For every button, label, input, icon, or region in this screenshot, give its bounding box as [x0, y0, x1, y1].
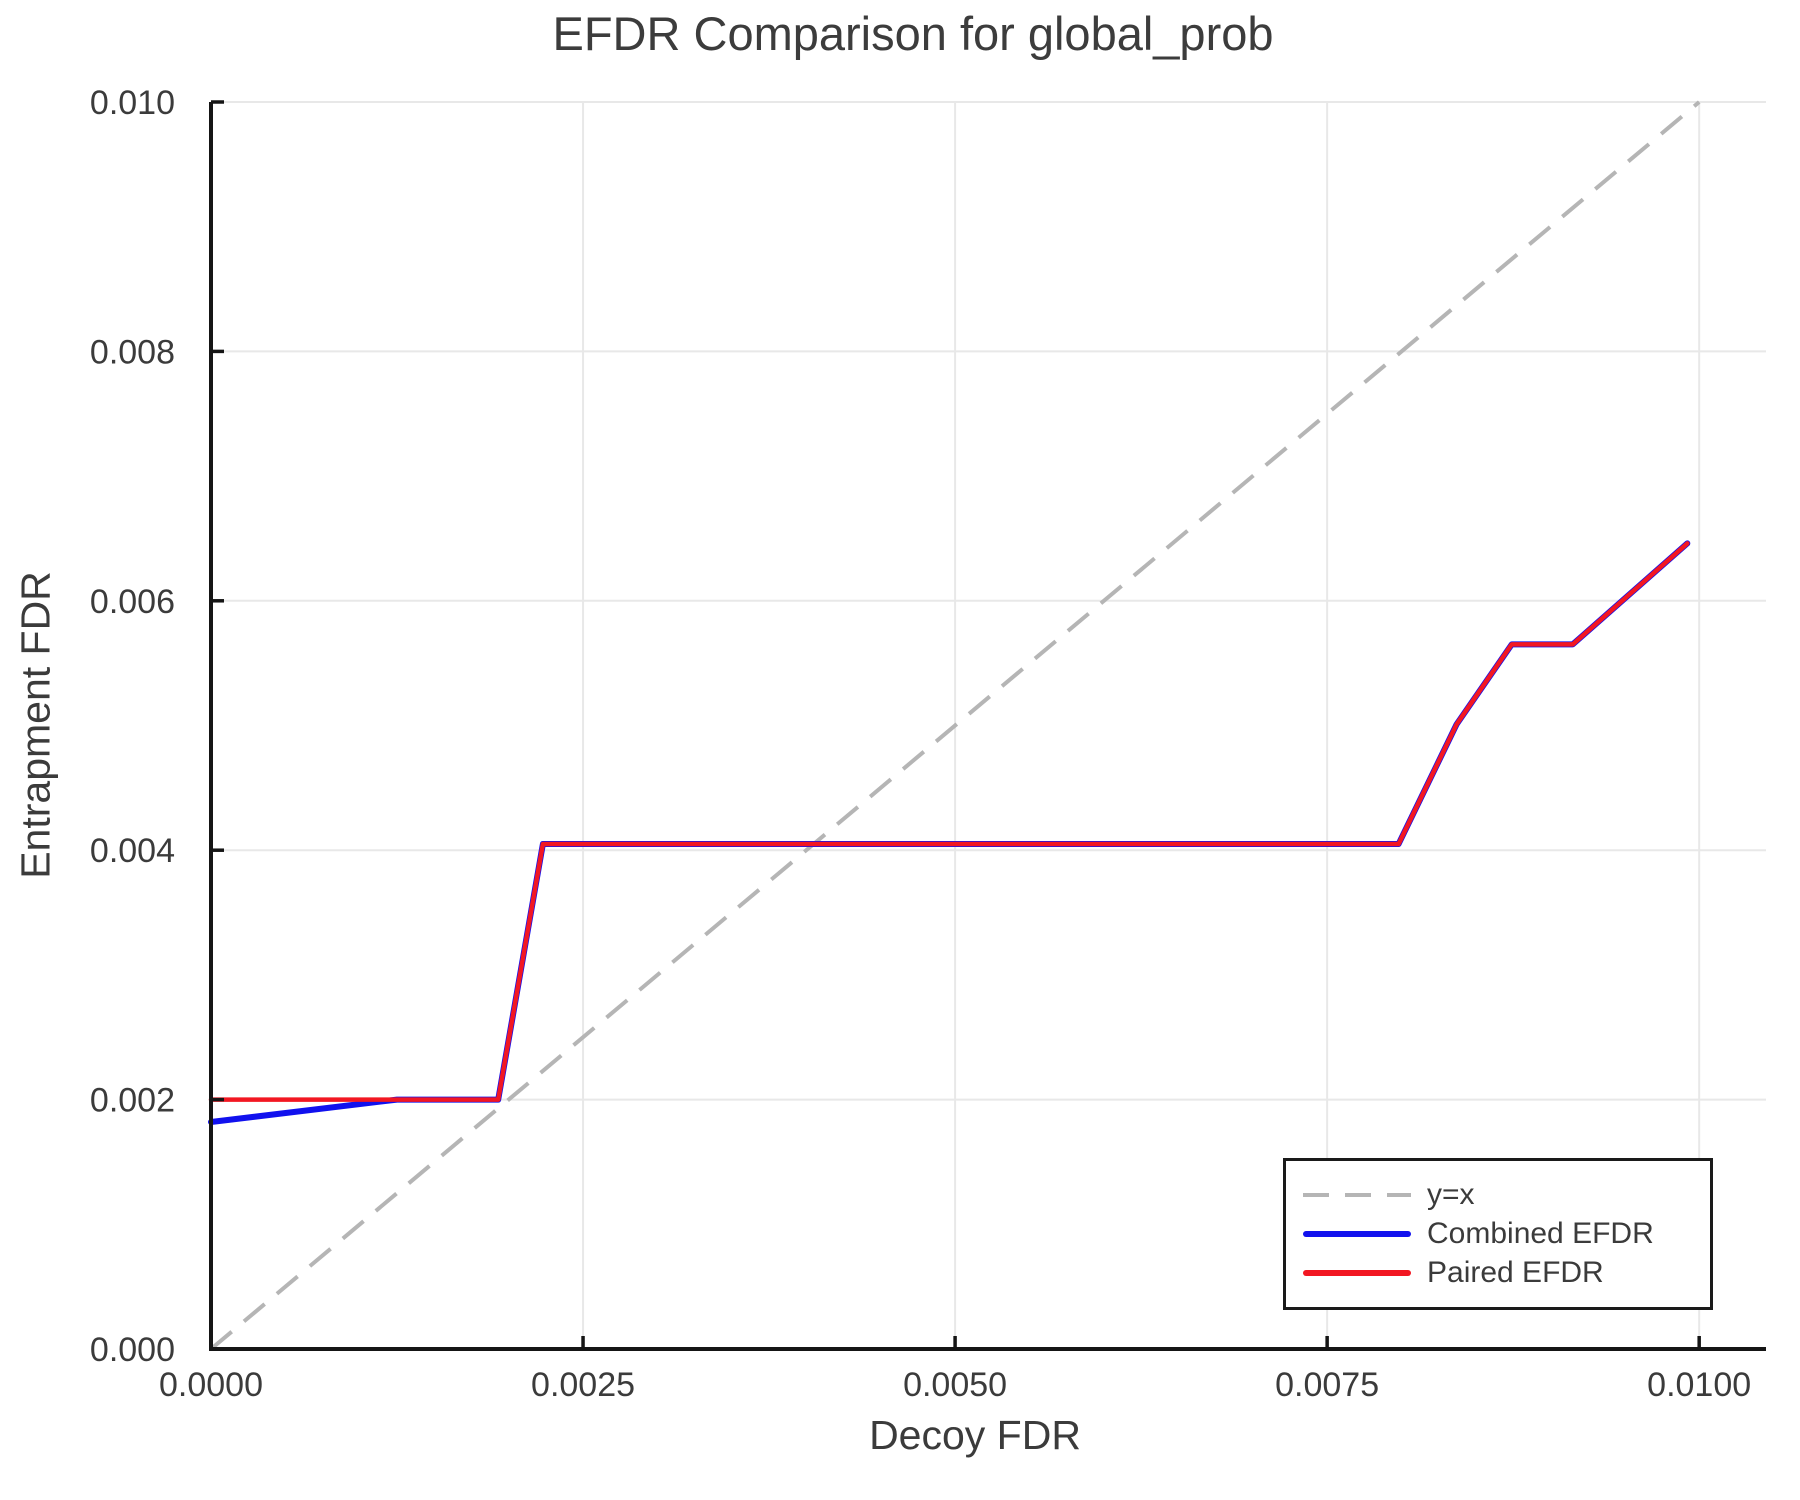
svg-text:0.0000: 0.0000 — [159, 1366, 263, 1404]
legend-item-combined-efdr: Combined EFDR — [1303, 1215, 1710, 1254]
svg-text:0.0025: 0.0025 — [531, 1366, 635, 1404]
legend: y=x Combined EFDR Paired EFDR — [1283, 1158, 1713, 1310]
y-axis-label: Entrapment FDR — [12, 571, 59, 879]
legend-label-combined-efdr: Combined EFDR — [1427, 1217, 1654, 1250]
legend-item-paired-efdr: Paired EFDR — [1303, 1254, 1710, 1293]
legend-label-yx: y=x — [1427, 1178, 1475, 1211]
paired-efdr-line-sample — [1303, 1270, 1411, 1276]
svg-text:0.002: 0.002 — [90, 1082, 175, 1120]
svg-text:0.008: 0.008 — [90, 333, 175, 371]
svg-text:0.004: 0.004 — [90, 832, 175, 870]
yx-dashed-line-sample — [1303, 1193, 1411, 1197]
svg-text:0.0050: 0.0050 — [903, 1366, 1007, 1404]
svg-text:0.0075: 0.0075 — [1275, 1366, 1379, 1404]
legend-label-paired-efdr: Paired EFDR — [1427, 1256, 1604, 1289]
x-axis-label: Decoy FDR — [869, 1412, 1081, 1458]
chart-title: EFDR Comparison for global_prob — [552, 7, 1274, 60]
combined-efdr-line-sample — [1303, 1231, 1411, 1237]
legend-item-yx: y=x — [1303, 1176, 1710, 1215]
svg-text:0.010: 0.010 — [90, 84, 175, 122]
svg-text:0.000: 0.000 — [90, 1331, 175, 1369]
svg-text:0.006: 0.006 — [90, 583, 175, 621]
svg-text:0.0100: 0.0100 — [1647, 1366, 1751, 1404]
